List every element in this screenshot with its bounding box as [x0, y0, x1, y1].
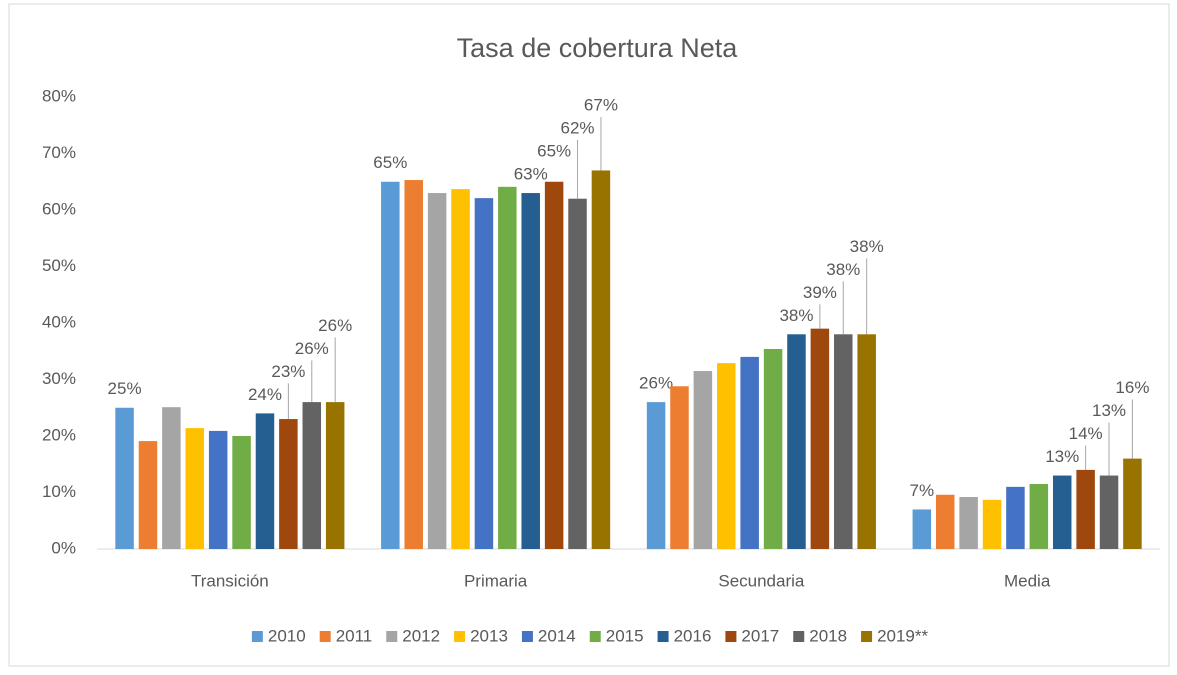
- y-tick-label: 0%: [51, 538, 76, 557]
- bar: [717, 363, 736, 549]
- bar: [255, 413, 275, 549]
- x-tick-label: Primaria: [464, 571, 528, 590]
- bar: [670, 386, 689, 549]
- bar: [1099, 475, 1119, 549]
- bar: [138, 441, 158, 549]
- bar: [763, 348, 783, 549]
- bar: [185, 428, 205, 549]
- bar: [521, 193, 540, 550]
- bar: [935, 494, 955, 549]
- legend-label: 2019**: [877, 626, 928, 645]
- bar: [162, 407, 181, 549]
- bar: [474, 198, 494, 549]
- legend-swatch: [454, 631, 466, 642]
- bar: [302, 402, 322, 549]
- bar: [740, 356, 759, 549]
- y-tick-label: 70%: [42, 143, 76, 162]
- bar: [1076, 469, 1095, 549]
- legend-swatch: [251, 631, 263, 642]
- legend-label: 2012: [402, 626, 440, 645]
- data-label: 24%: [248, 385, 282, 404]
- legend-swatch: [521, 631, 533, 642]
- bar: [325, 402, 345, 549]
- data-label: 65%: [537, 142, 571, 161]
- y-tick-label: 20%: [42, 425, 76, 444]
- bar: [381, 181, 400, 549]
- bar: [232, 436, 251, 549]
- bar: [1123, 458, 1142, 549]
- legend-label: 2017: [741, 626, 779, 645]
- legend-swatch: [386, 631, 398, 642]
- data-label: 38%: [826, 260, 860, 279]
- bar: [544, 181, 564, 549]
- bar: [693, 371, 713, 549]
- bar: [279, 419, 298, 549]
- data-label: 16%: [1115, 378, 1149, 397]
- bar: [834, 334, 853, 549]
- data-label: 38%: [779, 306, 813, 325]
- legend-swatch: [657, 631, 669, 642]
- chart-border: [8, 3, 1170, 667]
- legend-swatch: [861, 631, 873, 642]
- bar: [912, 509, 932, 549]
- x-tick-label: Transición: [191, 571, 269, 590]
- y-tick-label: 60%: [42, 199, 76, 218]
- bar: [498, 186, 517, 549]
- bar: [427, 193, 447, 550]
- legend-label: 2011: [336, 626, 373, 645]
- legend-swatch: [793, 631, 805, 642]
- data-label: 13%: [1045, 447, 1079, 466]
- x-tick-label: Media: [1004, 571, 1051, 590]
- data-label: 26%: [639, 374, 673, 393]
- data-label: 25%: [108, 379, 142, 398]
- x-tick-label: Secundaria: [718, 571, 805, 590]
- legend-swatch: [589, 631, 601, 642]
- y-tick-label: 10%: [42, 482, 76, 501]
- bar: [404, 180, 423, 549]
- legend-label: 2013: [470, 626, 508, 645]
- legend-label: 2014: [538, 626, 576, 645]
- bar: [810, 328, 830, 549]
- data-label: 38%: [850, 237, 884, 256]
- data-label: 26%: [318, 316, 352, 335]
- data-label: 39%: [803, 283, 837, 302]
- bar: [115, 407, 134, 549]
- data-label: 67%: [584, 96, 618, 115]
- legend-swatch: [725, 631, 737, 642]
- data-label: 23%: [271, 362, 305, 381]
- bar: [451, 189, 470, 549]
- data-label: 63%: [514, 165, 548, 184]
- bar: [646, 402, 666, 549]
- y-tick-label: 80%: [42, 86, 76, 105]
- y-tick-label: 50%: [42, 256, 76, 275]
- data-label: 26%: [295, 339, 329, 358]
- legend-label: 2010: [268, 626, 306, 645]
- y-tick-label: 40%: [42, 312, 76, 331]
- bar: [1052, 475, 1072, 549]
- legend-label: 2018: [809, 626, 847, 645]
- bar: [1029, 484, 1049, 549]
- y-tick-label: 30%: [42, 369, 76, 388]
- legend-label: 2015: [606, 626, 644, 645]
- bar: [857, 334, 876, 549]
- bar: [1006, 486, 1025, 549]
- bar: [959, 497, 978, 549]
- chart-title: Tasa de cobertura Neta: [457, 33, 739, 63]
- data-label: 62%: [561, 119, 595, 138]
- legend-label: 2016: [674, 626, 712, 645]
- bar: [208, 430, 228, 549]
- data-label: 7%: [910, 481, 935, 500]
- bar: [787, 334, 806, 549]
- bar: [591, 170, 611, 549]
- data-label: 13%: [1092, 401, 1126, 420]
- legend-swatch: [319, 631, 331, 642]
- data-label: 14%: [1069, 424, 1103, 443]
- data-label: 65%: [373, 153, 407, 172]
- bar: [982, 499, 1002, 549]
- bar: [568, 198, 587, 549]
